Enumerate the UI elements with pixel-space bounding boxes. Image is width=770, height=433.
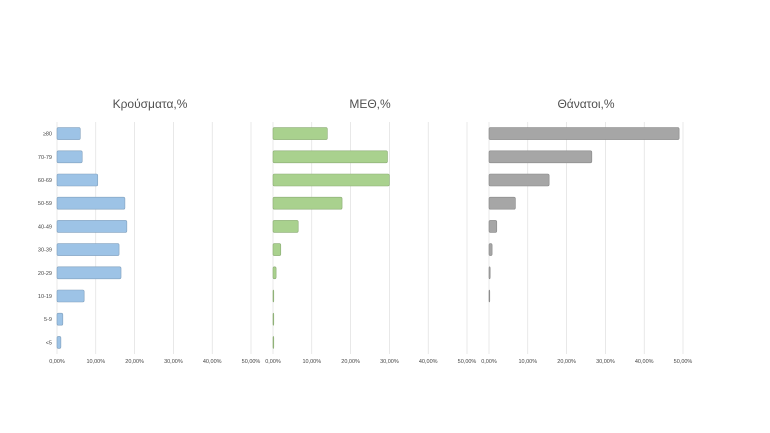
bar-10-19 bbox=[56, 289, 85, 303]
category-label: 50-59 bbox=[38, 201, 52, 207]
bar-5-9 bbox=[272, 312, 275, 326]
x-tick-label: 10,00% bbox=[86, 359, 105, 365]
bar-60-69 bbox=[56, 173, 99, 187]
x-tick-label: 10,00% bbox=[302, 359, 321, 365]
bar-60-69 bbox=[272, 173, 390, 187]
category-label: 20-29 bbox=[38, 271, 52, 277]
bar-10-19 bbox=[272, 289, 275, 303]
bar-20-29 bbox=[56, 266, 122, 280]
chart-title: Θάνατοι,% bbox=[557, 97, 614, 111]
x-tick-label: 40,00% bbox=[203, 359, 222, 365]
category-label: 30-39 bbox=[38, 248, 52, 254]
x-tick-label: 0,00% bbox=[481, 359, 497, 365]
bar-5-9 bbox=[56, 312, 64, 326]
bar-30-39 bbox=[488, 243, 493, 256]
bar-≥80 bbox=[272, 127, 328, 140]
chart-title: Κρούσματα,% bbox=[113, 97, 188, 111]
x-tick-label: 10,00% bbox=[518, 359, 537, 365]
x-tick-label: 50,00% bbox=[242, 359, 261, 365]
x-tick-label: 20,00% bbox=[125, 359, 144, 365]
bar-70-79 bbox=[488, 150, 593, 164]
category-label: 70-79 bbox=[38, 155, 52, 161]
bar-40-49 bbox=[488, 220, 498, 233]
bar-50-59 bbox=[488, 196, 516, 210]
x-tick-label: 30,00% bbox=[380, 359, 399, 365]
bar-10-19 bbox=[488, 289, 491, 303]
bar-60-69 bbox=[488, 173, 550, 187]
bar-70-79 bbox=[56, 150, 83, 164]
bar-20-29 bbox=[272, 266, 277, 280]
x-tick-label: 40,00% bbox=[419, 359, 438, 365]
bar-70-79 bbox=[272, 150, 388, 164]
x-tick-label: 50,00% bbox=[458, 359, 477, 365]
chart-panel-1: Κρούσματα,% 0,00% 10,00% 20,00% 30,00% 40,00%… bbox=[38, 97, 261, 365]
bar-≥80 bbox=[488, 127, 680, 140]
x-tick-label: 20,00% bbox=[341, 359, 360, 365]
bar-50-59 bbox=[272, 196, 343, 210]
x-tick-label: 40,00% bbox=[635, 359, 654, 365]
category-label: 10-19 bbox=[38, 294, 52, 300]
category-label: ≥80 bbox=[43, 132, 52, 138]
category-label: <5 bbox=[46, 340, 52, 346]
category-label: 5-9 bbox=[44, 317, 52, 323]
bar-<5 bbox=[56, 336, 62, 349]
chart-title: ΜΕΘ,% bbox=[349, 97, 391, 111]
bar-40-49 bbox=[56, 220, 128, 233]
bar-≥80 bbox=[56, 127, 81, 140]
bar-<5 bbox=[272, 336, 275, 349]
bar-30-39 bbox=[272, 243, 282, 256]
chart-panel-2: ΜΕΘ,% 0,00% 10,00% 20,00% 30,00% 40,00% 50,00% bbox=[265, 97, 476, 365]
x-tick-label: 0,00% bbox=[49, 359, 65, 365]
x-tick-label: 20,00% bbox=[557, 359, 576, 365]
category-label: 60-69 bbox=[38, 178, 52, 184]
x-tick-label: 30,00% bbox=[164, 359, 183, 365]
bar-30-39 bbox=[56, 243, 120, 256]
category-label: 40-49 bbox=[38, 224, 52, 230]
x-tick-label: 30,00% bbox=[596, 359, 615, 365]
x-tick-label: 0,00% bbox=[265, 359, 281, 365]
bar-40-49 bbox=[272, 220, 299, 233]
bar-50-59 bbox=[56, 196, 126, 210]
chart-panel-3: Θάνατοι,% 0,00% 10,00% 20,00% 30,00% 40,00% 50… bbox=[481, 97, 692, 365]
x-tick-label: 50,00% bbox=[674, 359, 693, 365]
bar-20-29 bbox=[488, 266, 491, 280]
